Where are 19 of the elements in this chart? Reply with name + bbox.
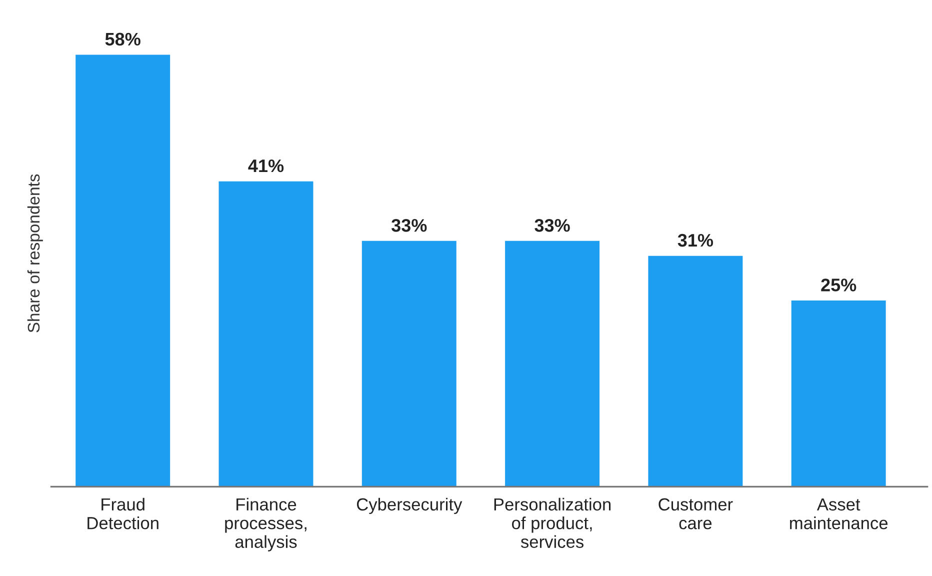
data-label: 33% bbox=[391, 219, 427, 232]
x-tick-label: Personalization of product, services bbox=[494, 498, 611, 548]
bar bbox=[76, 54, 170, 487]
x-tick-label: Finance processes, analysis bbox=[225, 498, 306, 552]
x-tick-label: Customer care bbox=[658, 498, 733, 530]
x-tick-label: Cybersecurity bbox=[356, 498, 462, 514]
bar bbox=[791, 300, 886, 487]
y-axis-title: Share of respondents bbox=[27, 174, 43, 332]
x-tick-label: Asset maintenance bbox=[790, 498, 888, 530]
bar bbox=[505, 240, 600, 487]
data-label: 58% bbox=[105, 32, 140, 46]
data-label: 41% bbox=[248, 159, 284, 172]
data-label: 31% bbox=[678, 234, 714, 247]
x-tick-label: Fraud Detection bbox=[88, 498, 158, 530]
bar bbox=[218, 181, 314, 487]
data-label: 25% bbox=[821, 278, 856, 292]
bar bbox=[648, 256, 743, 487]
bar bbox=[362, 240, 456, 487]
data-label: 33% bbox=[534, 219, 570, 232]
